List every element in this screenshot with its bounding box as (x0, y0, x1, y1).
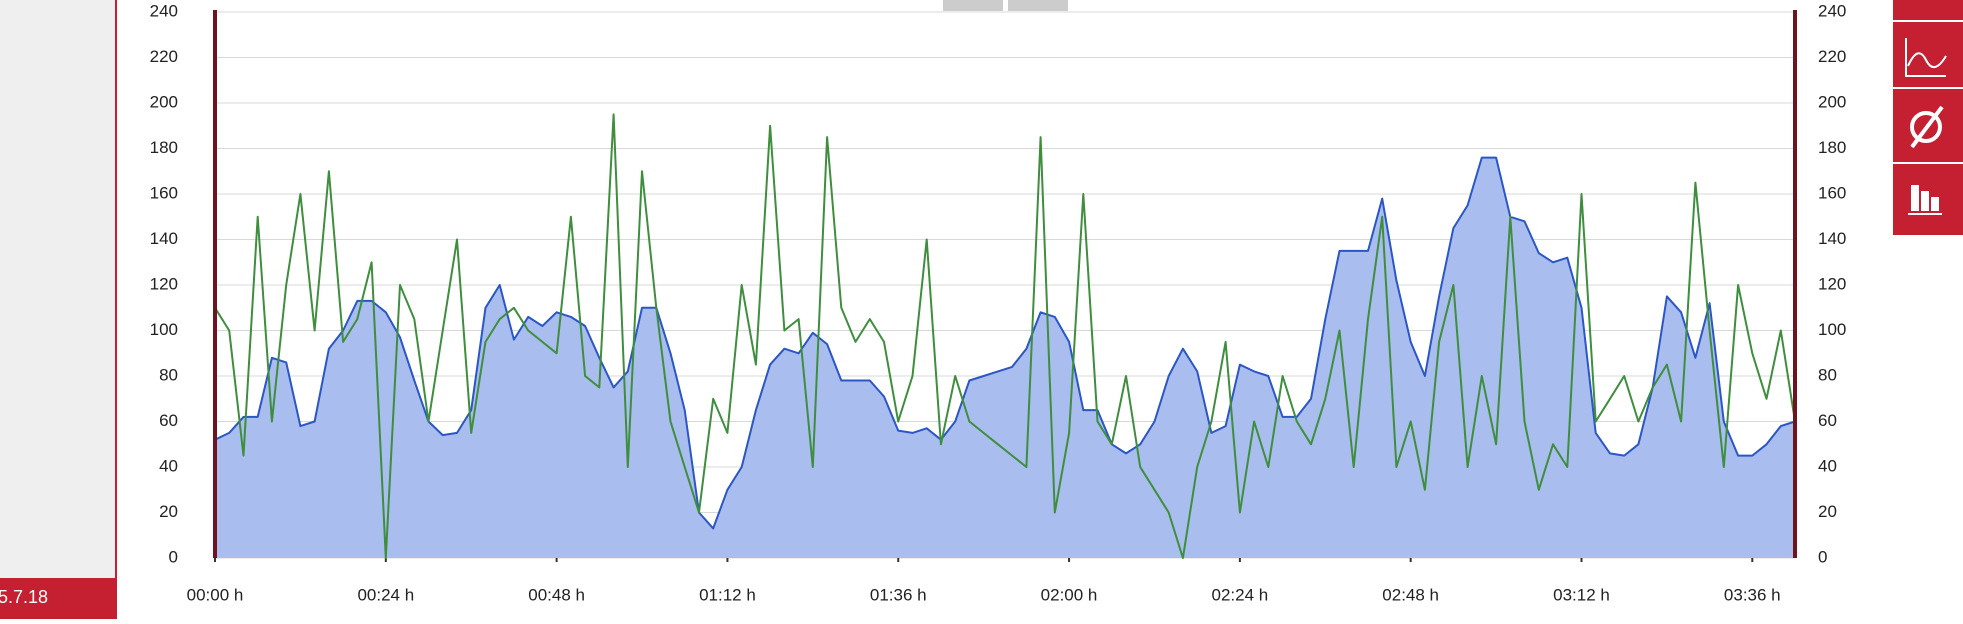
bar-icon (1908, 185, 1942, 215)
x-tick-label: 01:36 h (870, 585, 927, 604)
y2-tick-label: 140 (1818, 229, 1846, 248)
x-tick-label: 03:12 h (1553, 585, 1610, 604)
sidebar (0, 0, 115, 619)
y2-tick-label: 200 (1818, 92, 1846, 111)
y-tick-label: 140 (150, 229, 178, 248)
y-tick-label: 80 (159, 365, 178, 384)
series-line (214, 156, 1796, 530)
average-icon-slash (1910, 105, 1944, 149)
x-tick-label: 02:48 h (1382, 585, 1439, 604)
average-icon (1910, 111, 1942, 143)
y2-tick-label: 240 (1818, 1, 1846, 20)
y-tick-label: 180 (150, 138, 178, 157)
toolbar-button[interactable] (1893, 0, 1963, 20)
y2-tick-label: 120 (1818, 274, 1846, 293)
tab[interactable] (943, 0, 1003, 11)
y-tick-label: 120 (150, 274, 178, 293)
x-tick-label: 03:36 h (1724, 585, 1781, 604)
y-tick-label: 160 (150, 183, 178, 202)
y2-tick-label: 60 (1818, 411, 1837, 430)
line-icon (1905, 38, 1947, 77)
y-tick-label: 240 (150, 1, 178, 20)
tab[interactable] (1008, 0, 1068, 11)
date-badge[interactable] (0, 578, 115, 619)
y-tick-label: 200 (150, 92, 178, 111)
y-tick-label: 100 (150, 320, 178, 339)
y2-tick-label: 0 (1818, 547, 1827, 566)
y-tick-label: 0 (169, 547, 178, 566)
y2-tick-label: 180 (1818, 138, 1846, 157)
y-tick-label: 20 (159, 502, 178, 521)
y2-tick-label: 80 (1818, 365, 1837, 384)
y2-tick-label: 100 (1818, 320, 1846, 339)
y2-tick-label: 220 (1818, 47, 1846, 66)
x-tick-label: 02:24 h (1211, 585, 1268, 604)
y2-tick-label: 40 (1818, 456, 1837, 475)
date-label: 5.7.18 (0, 587, 48, 607)
series-line (214, 113, 1796, 559)
x-tick-label: 01:12 h (699, 585, 756, 604)
x-tick-label: 00:24 h (357, 585, 414, 604)
y2-tick-label: 20 (1818, 502, 1837, 521)
x-tick-label: 02:00 h (1041, 585, 1098, 604)
y-tick-label: 220 (150, 47, 178, 66)
y-tick-label: 40 (159, 456, 178, 475)
toolbar (1893, 0, 1963, 235)
y2-tick-label: 160 (1818, 183, 1846, 202)
x-tick-label: 00:00 h (187, 585, 244, 604)
series-area (215, 157, 1795, 558)
x-tick-label: 00:48 h (528, 585, 585, 604)
y-tick-label: 60 (159, 411, 178, 430)
